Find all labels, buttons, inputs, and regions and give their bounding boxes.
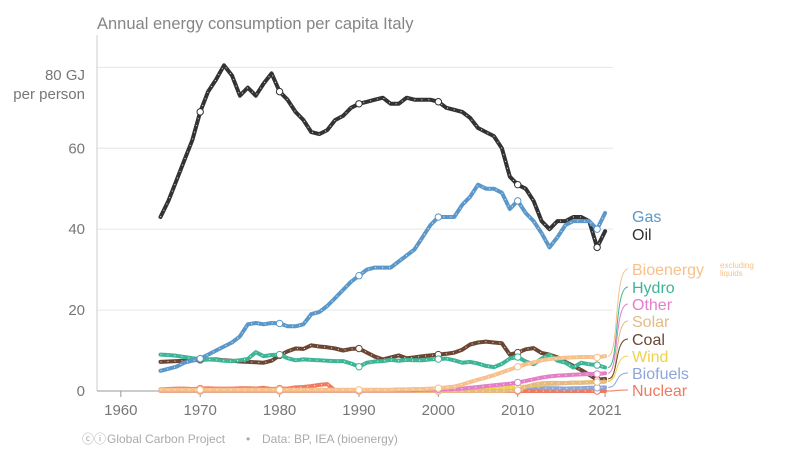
x-tick-label-2010: 2010 xyxy=(501,402,534,419)
footer-source: Data: BP, IEA (bioenergy) xyxy=(262,432,398,446)
legend-label-oil: Oil xyxy=(632,227,652,244)
data-point-oil-2020 xyxy=(593,243,601,252)
footer-credit: Global Carbon Project xyxy=(107,432,226,446)
data-point-gas-2000 xyxy=(434,213,443,221)
data-point-bioenergy-1990 xyxy=(355,386,363,394)
cc-license-icon: ⓒⓘ xyxy=(82,432,106,446)
x-tick-label-1970: 1970 xyxy=(184,402,217,419)
legend-connector-hydro xyxy=(607,286,629,368)
data-point-other-2020 xyxy=(593,370,601,378)
data-point-hydro-2020 xyxy=(593,361,601,369)
data-point-oil-1980 xyxy=(275,87,284,96)
series-dots-solar xyxy=(160,381,606,392)
data-point-solar-2010 xyxy=(514,386,522,394)
legend-connector-coal xyxy=(607,338,629,380)
data-point-gas-1990 xyxy=(355,272,363,280)
x-axis: 1960 1970 1980 1990 2000 2010 2021 xyxy=(96,35,622,419)
legend-label-bioenergy: Bioenergy xyxy=(632,262,704,279)
legend-connector-other xyxy=(607,303,629,374)
x-tick-label-1960: 1960 xyxy=(104,402,137,419)
data-point-bioenergy-2000 xyxy=(434,384,443,392)
x-tick-label-2000: 2000 xyxy=(422,402,455,419)
data-point-bioenergy-2010 xyxy=(514,363,522,371)
series-dots-gas xyxy=(160,184,606,372)
data-point-hydro-2010 xyxy=(514,353,522,361)
legend-label-biofuels: Biofuels xyxy=(632,366,689,383)
data-point-hydro-2000 xyxy=(434,355,443,363)
y-tick-label-20: 20 xyxy=(68,302,85,319)
data-point-coal-1990 xyxy=(355,344,363,353)
legend-label-coal: Coal xyxy=(632,332,665,349)
legend-label-other: Other xyxy=(632,297,673,314)
data-point-gas-1970 xyxy=(196,354,204,363)
y-tick-label-40: 40 xyxy=(68,221,85,238)
series-line-oil xyxy=(158,63,608,250)
data-point-oil-2000 xyxy=(434,98,443,106)
y-unit-label-bottom: per person xyxy=(13,86,85,103)
x-tick-label-1990: 1990 xyxy=(342,402,375,419)
legend-note-line1: excluding xyxy=(720,261,754,270)
grid-lines xyxy=(97,66,613,392)
legend-connector-wind xyxy=(607,355,629,382)
x-tick-label-1980: 1980 xyxy=(263,402,296,419)
data-point-gas-2020 xyxy=(593,225,601,233)
x-tick-label-2021: 2021 xyxy=(588,402,621,419)
data-point-gas-2010 xyxy=(514,197,522,205)
data-point-oil-1990 xyxy=(355,100,363,108)
data-point-hydro-1980 xyxy=(275,350,284,359)
data-point-gas-1980 xyxy=(275,319,284,328)
data-point-bioenergy-1980 xyxy=(275,386,284,394)
legend-connector-nuclear xyxy=(608,389,629,392)
data-point-solar-2020 xyxy=(593,378,601,386)
legend-connector-biofuels xyxy=(608,372,629,388)
footer-separator: • xyxy=(246,432,250,446)
legend-label-gas: Gas xyxy=(632,209,661,226)
data-point-oil-1970 xyxy=(196,108,204,116)
legend-label-hydro: Hydro xyxy=(632,280,675,297)
y-tick-label-60: 60 xyxy=(68,140,85,157)
data-point-other-2010 xyxy=(514,378,522,387)
series-dots-other xyxy=(160,372,606,391)
chart-title: Annual energy consumption per capita Ita… xyxy=(97,15,414,33)
legend-label-nuclear: Nuclear xyxy=(632,383,688,400)
data-point-hydro-1990 xyxy=(355,363,363,371)
legend-label-solar: Solar xyxy=(632,314,670,331)
data-point-bioenergy-2020 xyxy=(593,353,601,362)
y-tick-label-0: 0 xyxy=(77,383,85,400)
data-point-bioenergy-1970 xyxy=(196,386,204,394)
legend-note-line2: liquids xyxy=(720,269,743,278)
footer: ⓒⓘ Global Carbon Project • Data: BP, IEA… xyxy=(82,432,398,446)
series-lines xyxy=(158,63,608,395)
y-axis: 0 20 40 60 80 GJ per person xyxy=(13,67,85,400)
legend-connector-bioenergy xyxy=(607,268,629,357)
y-unit-label-top: 80 GJ xyxy=(45,67,85,84)
legend-label-wind: Wind xyxy=(632,349,668,366)
series-dots-oil xyxy=(160,64,606,249)
data-point-oil-2010 xyxy=(514,180,522,189)
series-line-bioenergy xyxy=(158,354,608,392)
